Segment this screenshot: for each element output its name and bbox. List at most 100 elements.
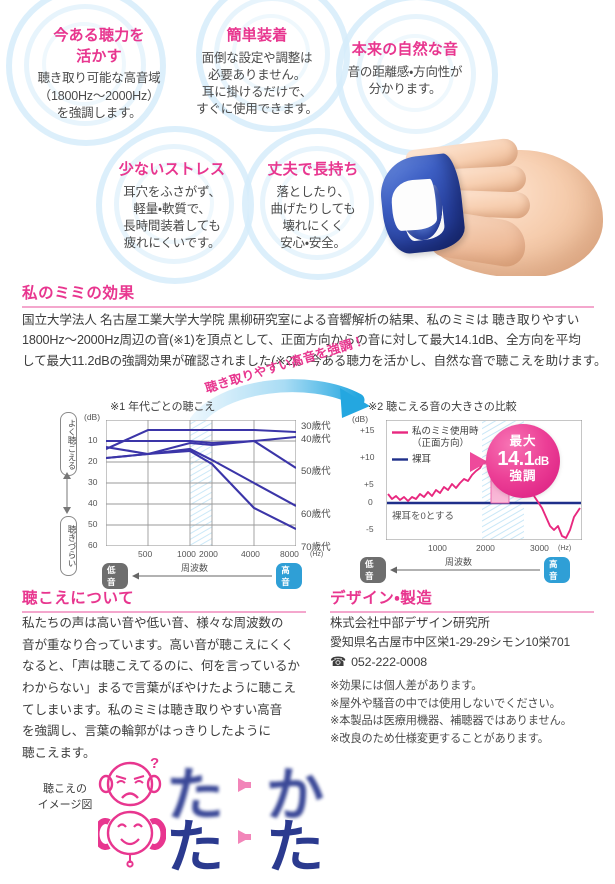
note-item: ※効果には個人差があります。 — [330, 680, 483, 692]
chart-age-ytick: 30 — [88, 477, 98, 487]
chart-gain-xtick: 1000 — [428, 543, 447, 553]
heading-rule — [22, 306, 594, 308]
feature-card-3: 本来の自然な音 音の距離感・方向性が 分かります。 — [322, 40, 488, 98]
transform-arrow-1 — [238, 778, 251, 792]
note-item: ※屋外や騒音の中では使用しないでください。 — [330, 697, 561, 710]
chart-age-xtick: 4000 — [241, 549, 260, 559]
chart-age-xtick: 8000 — [280, 549, 299, 559]
legend-sublabel-mimi: （正面方向） — [412, 438, 470, 450]
section-heading-design: デザイン・製造 — [330, 586, 594, 613]
product-notes: ※効果には個人差があります。 ※屋外や騒音の中では使用しないでください。 ※本製… — [330, 678, 606, 749]
low-pitch-pill: 低音 — [360, 557, 386, 583]
feature-title: 丈夫で長持ち — [267, 161, 359, 178]
chart-gain: ※2 聴こえる音の大きさの比較 (dB) — [352, 398, 610, 583]
svg-text:?: ? — [150, 756, 159, 772]
chart-age-xaxis-strip: 低音 高音 — [102, 563, 302, 589]
chart-age-series-label: 60歳代 — [301, 509, 331, 520]
product-hand-photo — [378, 128, 610, 276]
legend-swatch-mimi — [392, 430, 408, 434]
chart-age-xlabel: 周波数 — [178, 561, 212, 574]
chart-age-series-label: 40歳代 — [301, 434, 331, 445]
feature-title: 今ある聴力を 活かす — [53, 27, 145, 65]
high-pitch-pill: 高音 — [276, 563, 302, 589]
legend-label-bare: 裸耳 — [412, 453, 432, 465]
chart-age-title: ※1 年代ごとの聴こえ — [110, 401, 216, 413]
note-item: ※改良のため仕様変更することがあります。 — [330, 733, 549, 746]
badge-line-top: 最大 — [509, 434, 537, 448]
heading-rule — [22, 611, 306, 613]
device-notch — [390, 178, 438, 232]
feature-body: 聴き取り可能な高音域 （1800Hz〜2000Hz） を強調します。 — [37, 71, 161, 120]
chart-age-ytick: 50 — [88, 519, 98, 529]
chart-gain-xtick: 2000 — [476, 543, 495, 553]
chart-age-ytick: 10 — [88, 435, 98, 445]
feature-title: 少ないストレス — [118, 161, 226, 178]
kana-after-1: か — [266, 761, 325, 829]
chart-age-ytick: 20 — [88, 456, 98, 466]
company-contact: 株式会社中部デザイン研究所 愛知県名古屋市中区栄1-29-29シモン10栄701… — [330, 614, 606, 672]
chart-gain-xlabel: 周波数 — [442, 555, 476, 568]
badge-value: 14.1dB — [497, 447, 549, 470]
feature-card-4: 少ないストレス 耳穴をふさがず、 軽量・軟質で、 長時間装着しても 疲れにくいで… — [100, 160, 244, 253]
chart-gain-xaxis-strip: 低音 高音 — [360, 557, 570, 583]
heading-rule — [330, 611, 594, 613]
note-item: ※本製品は医療用機器、補聴器ではありません。 — [330, 715, 572, 728]
effect-paragraph: 国立大学法人 名古屋工業大学大学院 黒柳研究室による音響解析の結果、私のミミは … — [22, 313, 607, 368]
max-gain-badge: 最大 14.1dB 強調 — [486, 424, 560, 498]
chart-gain-ytick: +15 — [360, 425, 375, 435]
chart-gain-ytick: -5 — [366, 524, 374, 534]
legend-swatch-bare — [392, 458, 408, 462]
phone-icon: ☎ — [330, 654, 347, 670]
high-pitch-pill: 高音 — [544, 557, 570, 583]
chart-age-plot — [106, 420, 296, 546]
kana-after-2: た — [266, 813, 325, 881]
chart-gain-ytick: 0 — [368, 497, 373, 507]
swoosh-arrow — [190, 379, 370, 428]
sad-face-icon: ? — [98, 756, 162, 807]
chart-age-xtick: 500 — [138, 549, 153, 559]
chart-age-ylabel-bottom: 聴きづらい — [60, 516, 77, 576]
design-heading: デザイン・製造 — [330, 590, 433, 607]
company-address: 愛知県名古屋市中区栄1-29-29シモン10栄701 — [330, 634, 571, 649]
feature-title: 簡単装着 — [226, 27, 288, 44]
transform-arrow-2 — [238, 830, 251, 844]
chart-age-xtick: 2000 — [199, 549, 218, 559]
chart-age-series-label: 70歳代 — [301, 542, 331, 553]
chart-gain-ytick: +5 — [364, 479, 374, 489]
section-heading-effect: 私のミミの効果 — [22, 281, 594, 308]
chart-age-ylabel-top: よく聴こえる — [60, 412, 77, 476]
illustration-caption: 聴こえの イメージ図 — [37, 783, 93, 811]
hearing-paragraph: 私たちの声は高い音や低い音、様々な周波数の 音が重なり合っています。高い音が聴こ… — [22, 616, 300, 760]
happy-face-icon — [98, 810, 166, 868]
page-title: 私のミミの効果 — [22, 285, 135, 302]
chart-gain-ytick: +10 — [360, 452, 375, 462]
chart-gain-baseline-note: 裸耳を0とする — [392, 511, 454, 522]
chart-gain-title: ※2 聴こえる音の大きさの比較 — [368, 401, 517, 413]
feature-body: 耳穴をふさがず、 軽量・軟質で、 長時間装着しても 疲れにくいです。 — [123, 184, 221, 251]
chart-age-xunit: (Hz) — [310, 551, 324, 558]
feature-card-2: 簡単装着 面倒な設定や調整は 必要ありません。 耳に掛けるだけで、 すぐに使用で… — [186, 26, 328, 119]
chart-gain-legend: 私のミミ使用時 （正面方向） 裸耳 — [392, 426, 479, 466]
chart-gain-yunit: (dB) — [352, 414, 369, 424]
feature-card-1: 今ある聴力を 活かす 聴き取り可能な高音域 （1800Hz〜2000Hz） を強… — [14, 26, 184, 122]
legend-label-mimi: 私のミミ使用時 — [412, 426, 479, 437]
low-pitch-pill: 低音 — [102, 563, 128, 589]
feature-body: 面倒な設定や調整は 必要ありません。 耳に掛けるだけで、 すぐに使用できます。 — [196, 50, 318, 117]
feature-body: 落としたり、 曲げたりしても 壊れにくく 安心・安全。 — [270, 184, 356, 251]
chart-age-series-label: 30歳代 — [301, 421, 331, 432]
kana-before-2: た — [166, 813, 225, 881]
feature-card-5: 丈夫で長持ち 落としたり、 曲げたりしても 壊れにくく 安心・安全。 — [252, 160, 374, 253]
feature-body: 音の距離感・方向性が 分かります。 — [347, 64, 463, 96]
hearing-heading: 聴こえについて — [22, 590, 135, 607]
chart-age-yunit: (dB) — [84, 412, 101, 422]
feature-title: 本来の自然な音 — [351, 41, 459, 58]
chart-age: ※1 年代ごとの聴こえ よく聴こえる 聴きづらい (dB) — [58, 398, 346, 589]
updown-arrow-icon — [63, 472, 71, 514]
badge-line-bottom: 強調 — [509, 469, 537, 484]
chart-gain-xunit: (Hz) — [558, 545, 572, 552]
frequency-axis-arrow — [131, 572, 273, 580]
chart-age-xtick: 1000 — [177, 549, 196, 559]
phone-number: 052-222-0008 — [351, 654, 428, 669]
chart-gain-xtick: 3000 — [530, 543, 549, 553]
